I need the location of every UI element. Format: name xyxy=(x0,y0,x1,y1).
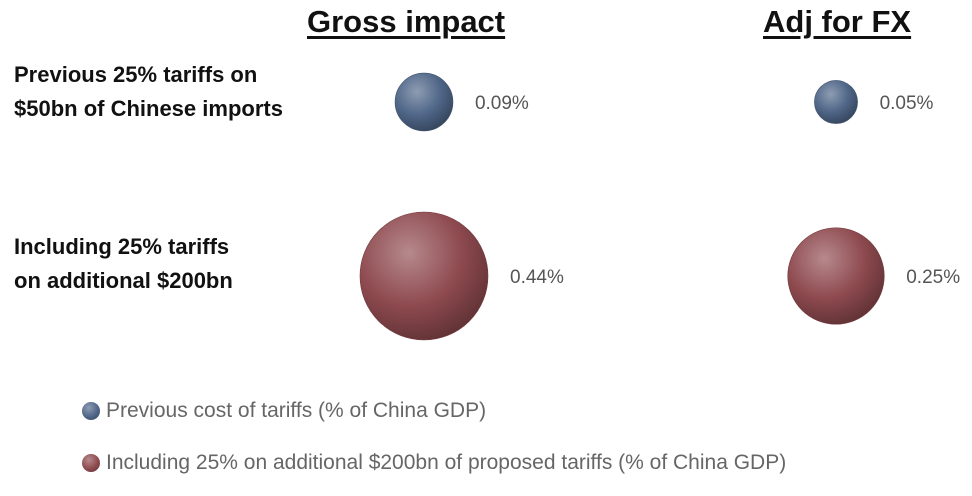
row-label-previous-tariffs-line-1: Previous 25% tariffs on xyxy=(14,62,258,87)
row-label-including-tariffs: Including 25% tariffs on additional $200… xyxy=(14,230,233,298)
column-header-gross-impact: Gross impact xyxy=(307,4,506,39)
data-label-series-1-col-1: 0.25% xyxy=(906,267,960,288)
data-label-series-0-col-1: 0.05% xyxy=(880,93,934,114)
tariff-bubble-chart: Gross impact Adj for FX Previous 25% tar… xyxy=(14,4,960,474)
column-header-adj-for-fx: Adj for FX xyxy=(763,4,912,39)
bubble-series-1-col-0 xyxy=(359,211,489,341)
legend-label-previous: Previous cost of tariffs (% of China GDP… xyxy=(106,399,487,422)
row-label-including-tariffs-line-2: on additional $200bn xyxy=(14,268,233,293)
legend: Previous cost of tariffs (% of China GDP… xyxy=(82,392,786,496)
legend-marker-previous xyxy=(82,402,100,420)
data-label-series-0-col-0: 0.09% xyxy=(475,93,529,114)
legend-item-including: Including 25% on additional $200bn of pr… xyxy=(82,444,786,482)
data-label-series-1-col-0: 0.44% xyxy=(510,267,564,288)
bubble-layer: 0.09% 0.05% 0.44% 0.25% xyxy=(359,72,960,341)
bubble-plot-area: 0.09% 0.05% 0.44% 0.25% xyxy=(359,72,960,341)
row-label-including-tariffs-line-1: Including 25% tariffs xyxy=(14,234,230,259)
bubble-series-1-col-1 xyxy=(787,227,885,325)
row-label-previous-tariffs-line-2: $50bn of Chinese imports xyxy=(14,96,283,121)
bubble-series-0-col-0 xyxy=(394,72,454,132)
legend-item-previous: Previous cost of tariffs (% of China GDP… xyxy=(82,392,786,430)
legend-marker-including xyxy=(82,454,100,472)
bubble-series-0-col-1 xyxy=(814,80,858,124)
row-label-previous-tariffs: Previous 25% tariffs on $50bn of Chinese… xyxy=(14,58,283,126)
legend-label-including: Including 25% on additional $200bn of pr… xyxy=(106,451,787,474)
